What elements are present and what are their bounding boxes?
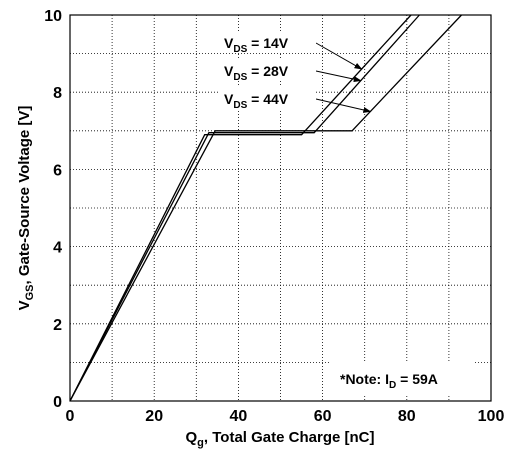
plot-frame	[69, 14, 492, 402]
y-tick-label: 2	[53, 317, 62, 334]
series-line-1	[69, 14, 420, 402]
y-tick-label: 10	[44, 8, 62, 25]
series-line-2	[69, 14, 462, 402]
legend-label-vds-14v: VDS = 14V	[224, 35, 289, 55]
legend-label-vds-28v: VDS = 28V	[224, 63, 289, 83]
y-tick-label: 0	[53, 394, 62, 411]
y-axis-title: VGS, Gate-Source Voltage [V]	[16, 106, 36, 311]
legend-arrow-1	[315, 70, 362, 83]
x-tick-label: 40	[230, 408, 248, 425]
note-box	[330, 362, 475, 394]
legend-label-bg-0	[220, 31, 316, 53]
y-tick-labels: 0 2 4 6 8 10	[44, 8, 62, 411]
note-annotation: *Note: ID = 59A	[330, 362, 475, 394]
legend-arrows	[315, 42, 372, 113]
x-tick-label: 100	[478, 408, 505, 425]
legend-label-bg-1	[220, 59, 316, 81]
legend-arrow-0	[315, 42, 363, 70]
series-line-0	[69, 14, 412, 402]
note-text: *Note: ID = 59A	[340, 371, 438, 391]
legend-arrow-2	[315, 98, 372, 113]
x-tick-label: 60	[314, 408, 332, 425]
series-lines	[69, 14, 462, 402]
legend-label-bg-2	[220, 87, 316, 109]
y-tick-label: 4	[53, 240, 62, 257]
x-tick-labels: 0 20 40 60 80 100	[66, 408, 505, 425]
x-axis-title: Qg, Total Gate Charge [nC]	[186, 429, 375, 449]
legend-label-vds-44v: VDS = 44V	[224, 91, 289, 111]
y-tick-label: 6	[53, 162, 62, 179]
y-tick-label: 8	[53, 85, 62, 102]
x-tick-label: 0	[66, 408, 75, 425]
x-tick-label: 80	[398, 408, 416, 425]
x-tick-label: 20	[145, 408, 163, 425]
legend: VDS = 14V VDS = 28V VDS = 44V	[220, 31, 316, 111]
